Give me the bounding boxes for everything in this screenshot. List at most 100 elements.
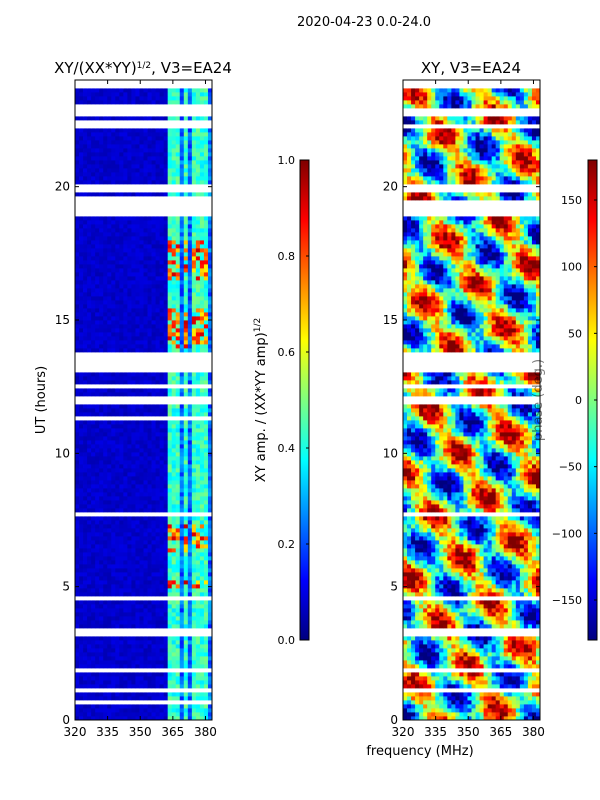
heatmap-cell (107, 180, 112, 185)
heatmap-cell (127, 668, 132, 673)
heatmap-cell (127, 432, 132, 437)
heatmap-cell (87, 684, 92, 689)
heatmap-cell (75, 264, 80, 269)
heatmap-cell (143, 544, 148, 549)
heatmap-cell (203, 700, 209, 705)
heatmap-cell (87, 300, 92, 305)
heatmap-cell (123, 508, 128, 513)
heatmap-cell (155, 712, 161, 717)
heatmap-cell (155, 672, 161, 677)
heatmap-cell (83, 536, 88, 541)
heatmap-cell (131, 688, 136, 693)
heatmap-cell (171, 372, 177, 377)
heatmap-cell (123, 300, 128, 305)
heatmap-cell (199, 352, 205, 357)
heatmap-cell (111, 396, 116, 401)
heatmap-cell (135, 484, 140, 489)
heatmap-cell (151, 556, 156, 561)
heatmap-cell (151, 220, 156, 225)
heatmap-cell (99, 136, 104, 141)
heatmap-cell (87, 200, 92, 205)
heatmap-cell (199, 156, 205, 161)
heatmap-cell (79, 340, 84, 345)
heatmap-cell (195, 188, 201, 193)
heatmap-cell (199, 592, 205, 597)
heatmap-cell (135, 304, 140, 309)
heatmap-cell (199, 396, 205, 401)
heatmap-cell (147, 492, 152, 497)
heatmap-cell (111, 204, 116, 209)
heatmap-cell (171, 396, 177, 401)
heatmap-cell (111, 208, 116, 213)
heatmap-cell (167, 240, 173, 245)
heatmap-cell (131, 676, 136, 681)
heatmap-cell (167, 380, 173, 385)
heatmap-cell (103, 496, 108, 501)
heatmap-cell (111, 636, 116, 641)
heatmap-cell (147, 632, 152, 637)
heatmap-cell (195, 204, 201, 209)
heatmap-cell (167, 348, 173, 353)
heatmap-cell (83, 276, 88, 281)
heatmap-cell (119, 632, 124, 637)
heatmap-cell (131, 432, 136, 437)
heatmap-cell (91, 420, 96, 425)
heatmap-cell (115, 272, 120, 277)
heatmap-cell (203, 424, 209, 429)
heatmap-cell (115, 148, 120, 153)
heatmap-cell (191, 652, 197, 657)
heatmap-cell (135, 616, 140, 621)
heatmap-cell (183, 380, 189, 385)
heatmap-cell (203, 184, 209, 189)
heatmap-cell (123, 556, 128, 561)
heatmap-cell (207, 488, 213, 493)
heatmap-cell (207, 500, 213, 505)
heatmap-cell (99, 540, 104, 545)
heatmap-cell (79, 244, 84, 249)
heatmap-cell (203, 324, 209, 329)
heatmap-cell (143, 212, 148, 217)
heatmap-cell (83, 376, 88, 381)
heatmap-cell (167, 224, 173, 229)
heatmap-cell (91, 404, 96, 409)
heatmap-cell (175, 296, 181, 301)
heatmap-cell (199, 408, 205, 413)
heatmap-cell (155, 212, 161, 217)
heatmap-cell (167, 648, 173, 653)
heatmap-cell (119, 684, 124, 689)
heatmap-cell (143, 628, 148, 633)
heatmap-cell (111, 528, 116, 533)
heatmap-cell (91, 568, 96, 573)
heatmap-cell (131, 352, 136, 357)
heatmap-cell (135, 140, 140, 145)
heatmap-cell (83, 336, 88, 341)
heatmap-cell (139, 680, 144, 685)
heatmap-cell (107, 704, 112, 709)
heatmap-cell (75, 680, 80, 685)
heatmap-cell (207, 548, 213, 553)
heatmap-cell (159, 388, 165, 393)
heatmap-cell (111, 240, 116, 245)
heatmap-cell (115, 656, 120, 661)
heatmap-cell (75, 136, 80, 141)
heatmap-cell (83, 524, 88, 529)
heatmap-cell (131, 152, 136, 157)
heatmap-cell (119, 708, 124, 713)
heatmap-cell (191, 356, 197, 361)
heatmap-cell (167, 584, 173, 589)
heatmap-cell (183, 444, 189, 449)
heatmap-cell (87, 296, 92, 301)
heatmap-cell (171, 524, 177, 529)
heatmap-cell (79, 168, 84, 173)
heatmap-cell (87, 308, 92, 313)
heatmap-cell (91, 496, 96, 501)
heatmap-cell (99, 436, 104, 441)
heatmap-cell (163, 140, 169, 145)
heatmap-cell (143, 604, 148, 609)
heatmap-cell (183, 364, 189, 369)
heatmap-cell (179, 564, 185, 569)
heatmap-cell (151, 132, 156, 137)
heatmap-cell (187, 668, 193, 673)
heatmap-cell (107, 252, 112, 257)
heatmap-cell (179, 172, 185, 177)
